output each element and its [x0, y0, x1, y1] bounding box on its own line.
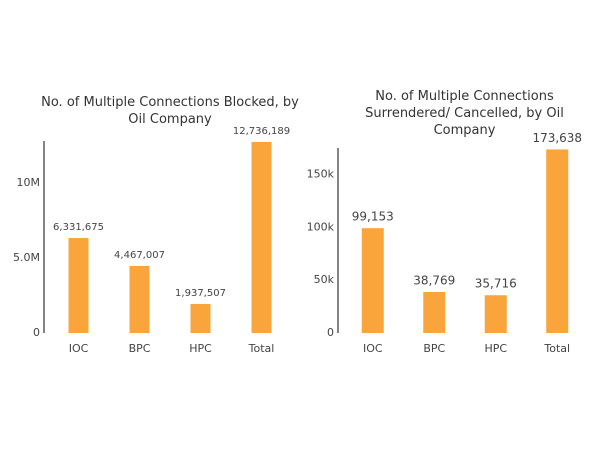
y-tick-label: 100k: [307, 220, 335, 233]
y-tick-label: 0: [33, 326, 40, 339]
bar: [251, 141, 272, 333]
bar: [129, 265, 150, 333]
y-tick-label: 150k: [307, 167, 335, 180]
x-tick-label: IOC: [69, 342, 89, 355]
chart-title: No. of Multiple Connections Blocked, by …: [41, 95, 299, 127]
value-label: 38,769: [413, 274, 455, 288]
x-tick-label: HPC: [189, 342, 212, 355]
y-tick-label: 0: [327, 326, 334, 339]
bar: [484, 295, 507, 333]
value-label: 1,937,507: [175, 288, 226, 299]
value-label: 35,716: [475, 277, 517, 291]
x-tick-label: BPC: [423, 342, 445, 355]
y-tick-label: 10M: [17, 176, 41, 189]
bar: [190, 303, 211, 333]
x-tick-label: BPC: [129, 342, 151, 355]
value-label: 4,467,007: [114, 250, 165, 261]
bar: [361, 228, 384, 333]
chart-title: No. of Multiple Connections Surrendered/…: [365, 89, 564, 138]
bar: [423, 292, 446, 333]
x-tick-label: Total: [248, 342, 275, 355]
x-tick-label: HPC: [484, 342, 507, 355]
x-tick-label: Total: [543, 342, 570, 355]
bar: [68, 238, 89, 333]
value-label: 6,331,675: [53, 222, 104, 233]
value-label: 12,736,189: [233, 126, 290, 137]
bar: [546, 149, 569, 333]
x-tick-label: IOC: [363, 342, 383, 355]
y-tick-label: 5.0M: [13, 251, 40, 264]
value-label: 99,153: [352, 210, 394, 224]
y-tick-label: 50k: [314, 273, 335, 286]
value-label: 173,638: [532, 131, 582, 145]
